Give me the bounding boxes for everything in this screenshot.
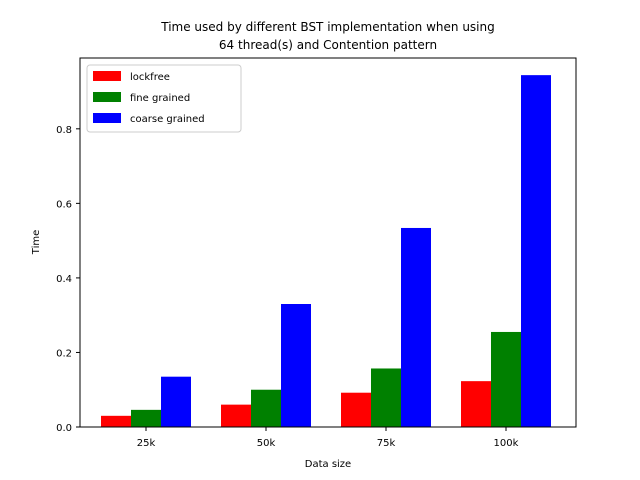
bar-lockfree-25k [101,415,131,427]
bar-coarse-grained-75k [401,227,431,427]
y-tick-label: 0.2 [56,348,72,359]
y-tick-label: 0.6 [56,199,72,210]
legend-label-coarse-grained: coarse grained [130,114,205,125]
legend-swatch-coarse-grained [93,113,121,123]
x-tick-label: 100k [494,438,519,449]
x-tick-label: 25k [137,438,156,449]
chart-title-line-1: Time used by different BST implementatio… [160,20,494,34]
plot-frame [79,57,577,428]
bar-lockfree-75k [341,392,371,427]
x-tick-label: 75k [377,438,396,449]
bar-fine-grained-25k [131,409,161,427]
legend-label-lockfree: lockfree [130,72,170,83]
x-tick-label: 50k [257,438,276,449]
bar-fine-grained-50k [251,389,281,427]
bar-fine-grained-100k [491,331,521,427]
bar-fine-grained-75k [371,368,401,427]
legend: lockfree fine grained coarse grained [86,64,242,133]
y-tick-label: 0.8 [56,125,72,136]
legend-swatch-lockfree [93,71,121,81]
bar-coarse-grained-50k [281,304,311,427]
y-tick-label: 0.0 [56,423,72,434]
x-axis-label: Data size [305,459,351,470]
plot-area: 25k 50k 75k 100k 0.0 0.2 0.4 0.6 0.8 [56,57,577,449]
legend-label-fine-grained: fine grained [130,93,190,104]
y-axis-label: Time [31,230,42,255]
bar-coarse-grained-25k [161,376,191,427]
legend-swatch-fine-grained [93,92,121,102]
bar-lockfree-100k [461,381,491,427]
bar-coarse-grained-100k [521,75,551,428]
bar-lockfree-50k [221,404,251,427]
y-tick-label: 0.4 [56,274,72,285]
legend-box [86,64,242,133]
chart-title-line-2: 64 thread(s) and Contention pattern [219,38,437,52]
